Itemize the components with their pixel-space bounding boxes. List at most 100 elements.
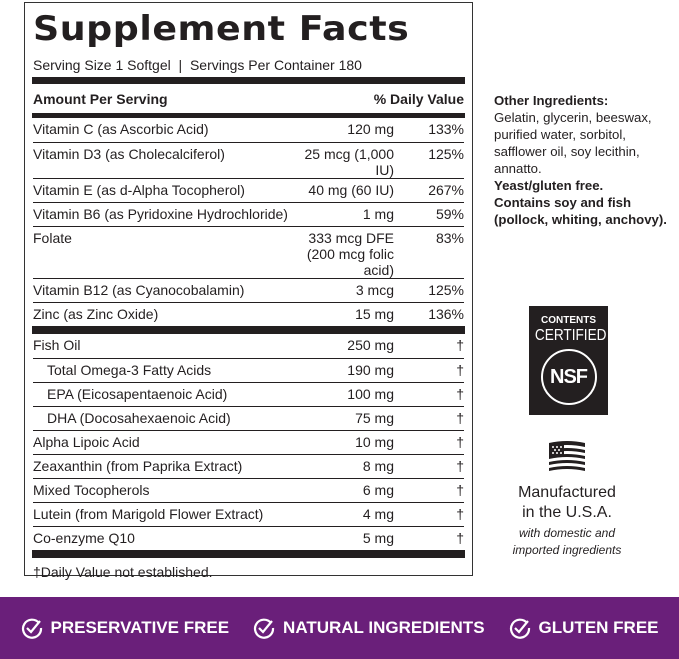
- nutrient-row: Vitamin E (as d-Alpha Tocopherol) 40 mg (…: [33, 178, 464, 202]
- nsf-certified-logo: CONTENTS CERTIFIED NSF: [529, 306, 608, 415]
- feature-band: PRESERVATIVE FREE NATURAL INGREDIENTS GLUT…: [0, 597, 679, 659]
- dv-header: % Daily Value: [373, 90, 464, 107]
- nutrient-name: Alpha Lipoic Acid: [33, 434, 140, 450]
- nutrient-name: Zinc (as Zinc Oxide): [33, 306, 159, 322]
- nutrient-dv: 83%: [435, 230, 464, 246]
- nutrient-name: Vitamin B6 (as Pyridoxine Hydrochloride): [33, 206, 288, 222]
- nutrient-dv: 125%: [428, 146, 464, 162]
- nutrient-amount: 250 mg: [347, 337, 394, 353]
- nutrient-name: Lutein (from Marigold Flower Extract): [33, 506, 264, 522]
- nutrient-amount: 75 mg: [355, 410, 394, 426]
- feature-badge: NATURAL INGREDIENTS: [253, 617, 485, 639]
- nutrient-name: DHA (Docosahexaenoic Acid): [47, 410, 231, 426]
- check-circle-icon: [509, 618, 530, 639]
- nutrient-name: Total Omega-3 Fatty Acids: [47, 362, 212, 378]
- thick-divider: [32, 113, 465, 118]
- nutrient-dv: †: [456, 482, 464, 498]
- nutrient-amount: 100 mg: [347, 386, 394, 402]
- vitamins-list: Vitamin C (as Ascorbic Acid) 120 mg 133% Vi…: [33, 118, 464, 326]
- nutrient-amount: 6 mg: [362, 482, 394, 498]
- serving-info: Serving Size 1 Softgel | Servings Per Co…: [33, 57, 362, 73]
- other-nutrients-list: Fish Oil 250 mg † Total Omega-3 Fatty Acids…: [33, 334, 464, 550]
- usa-subtext: with domestic and imported ingredients: [512, 526, 622, 557]
- nutrient-row: Fish Oil 250 mg †: [33, 334, 464, 358]
- nutrient-dv: 133%: [428, 121, 464, 137]
- nutrient-dv: †: [456, 506, 464, 522]
- nutrient-amount: 40 mg (60 IU): [308, 182, 394, 198]
- nutrient-row: Vitamin B12 (as Cyanocobalamin) 3 mcg 125%: [33, 278, 464, 302]
- nutrient-dv: †: [456, 362, 464, 378]
- nutrient-row: Vitamin C (as Ascorbic Acid) 120 mg 133%: [33, 118, 464, 142]
- table-header: Amount Per Serving % Daily Value: [33, 84, 464, 113]
- nutrient-row: DHA (Docosahexaenoic Acid) 75 mg †: [33, 406, 464, 430]
- nutrient-dv: †: [456, 458, 464, 474]
- nutrient-dv: †: [456, 410, 464, 426]
- usa-line2: in the U.S.A.: [522, 504, 612, 521]
- feature-badge: GLUTEN FREE: [509, 617, 659, 639]
- feature-badge-label: NATURAL INGREDIENTS: [283, 618, 485, 637]
- nutrient-name: Mixed Tocopherols: [33, 482, 150, 498]
- made-in-usa: Manufactured in the U.S.A. with domestic…: [505, 440, 629, 559]
- nutrient-amount: 8 mg: [362, 458, 394, 474]
- allergen-note: Contains soy and fish (pollock, whiting,…: [494, 195, 667, 227]
- nutrient-dv: 59%: [435, 206, 464, 222]
- nutrient-row: Total Omega-3 Fatty Acids 190 mg †: [33, 358, 464, 382]
- nutrient-dv: 125%: [428, 282, 464, 298]
- nutrient-amount: 1 mg: [362, 206, 394, 222]
- nutrient-dv: †: [456, 434, 464, 450]
- nutrient-amount: 25 mcg (1,000 IU): [304, 146, 395, 178]
- other-ingredients: Other Ingredients: Gelatin, glycerin, be…: [494, 92, 674, 228]
- nutrient-row: EPA (Eicosapentaenoic Acid) 100 mg †: [33, 382, 464, 406]
- nsf-ring: NSF: [540, 349, 597, 405]
- nutrient-amount: 15 mg: [355, 306, 394, 322]
- thick-divider: [32, 326, 465, 334]
- facts-title: Supplement Facts: [33, 9, 410, 49]
- nutrient-name: Zeaxanthin (from Paprika Extract): [33, 458, 243, 474]
- nutrient-name: Vitamin D3 (as Cholecalciferol): [33, 146, 225, 162]
- nutrient-row: Mixed Tocopherols 6 mg †: [33, 478, 464, 502]
- feature-badge: PRESERVATIVE FREE: [21, 617, 230, 639]
- nutrient-name: Fish Oil: [33, 337, 81, 353]
- nutrient-name: Co-enzyme Q10: [33, 530, 135, 546]
- nutrient-dv: †: [456, 530, 464, 546]
- other-ingredients-heading: Other Ingredients:: [494, 93, 609, 108]
- yeast-gluten-note: Yeast/gluten free.: [494, 178, 604, 193]
- nutrient-row: Vitamin D3 (as Cholecalciferol) 25 mcg (1…: [33, 142, 464, 178]
- other-ingredients-list: Gelatin, glycerin, beeswax, purified wat…: [494, 110, 652, 176]
- nutrient-row: Zeaxanthin (from Paprika Extract) 8 mg †: [33, 454, 464, 478]
- us-flag-icon: [549, 441, 585, 471]
- nutrient-row: Alpha Lipoic Acid 10 mg †: [33, 430, 464, 454]
- nutrient-dv: †: [456, 337, 464, 353]
- nsf-line2: CERTIFIED: [534, 327, 607, 344]
- nutrient-dv: †: [456, 386, 464, 402]
- amount-header: Amount Per Serving: [33, 90, 168, 107]
- nutrient-dv: 267%: [428, 182, 464, 198]
- nsf-line1: CONTENTS: [541, 315, 596, 326]
- nutrient-name: EPA (Eicosapentaenoic Acid): [47, 386, 228, 402]
- nutrient-amount: 3 mcg: [355, 282, 394, 298]
- nutrient-row: Vitamin B6 (as Pyridoxine Hydrochloride)…: [33, 202, 464, 226]
- nutrient-name: Folate: [33, 230, 72, 246]
- nutrient-amount: 5 mg: [362, 530, 394, 546]
- nutrient-name: Vitamin E (as d-Alpha Tocopherol): [33, 182, 245, 198]
- nutrient-name: Vitamin C (as Ascorbic Acid): [33, 121, 209, 137]
- nutrient-row: Folate 333 mcg DFE (200 mcg folic acid) 83%: [33, 226, 464, 278]
- nutrient-amount: 10 mg: [355, 434, 394, 450]
- nutrient-row: Zinc (as Zinc Oxide) 15 mg 136%: [33, 302, 464, 326]
- thick-divider: [32, 550, 465, 558]
- check-circle-icon: [253, 618, 275, 639]
- nutrient-name: Vitamin B12 (as Cyanocobalamin): [33, 282, 245, 298]
- nsf-logo-text: NSF: [550, 365, 588, 388]
- thick-divider: [32, 77, 465, 84]
- nutrient-row: Co-enzyme Q10 5 mg †: [33, 526, 464, 550]
- feature-badge-label: GLUTEN FREE: [538, 618, 659, 637]
- nutrient-amount: 4 mg: [362, 506, 394, 522]
- usa-line1: Manufactured: [518, 484, 616, 501]
- nutrient-dv: 136%: [428, 306, 464, 322]
- check-circle-icon: [21, 618, 42, 639]
- nutrient-amount: 120 mg: [347, 121, 394, 137]
- nutrient-amount: 190 mg: [347, 362, 394, 378]
- supplement-facts-panel: Supplement Facts Serving Size 1 Softgel …: [24, 2, 473, 580]
- nutrient-amount: 333 mcg DFE (200 mcg folic acid): [306, 230, 394, 278]
- feature-badge-label: PRESERVATIVE FREE: [50, 618, 230, 637]
